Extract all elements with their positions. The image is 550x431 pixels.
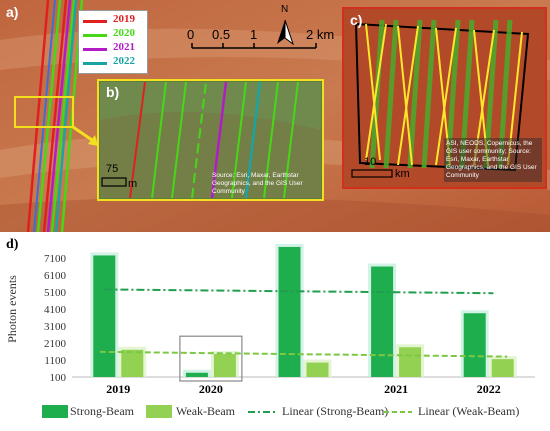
y-tick-label: 7100 (44, 253, 67, 265)
trend-line-weak (99, 350, 508, 358)
satellite-map (0, 0, 550, 232)
bar-weak (306, 362, 329, 377)
scale-tick-1: 0.5 (212, 27, 231, 42)
credit-c: ASI, NEODS, Copernicus, the GIS user com… (446, 140, 537, 179)
inset-c (342, 7, 547, 189)
y-tick-label: 1100 (44, 355, 66, 367)
panel-label-a: a) (6, 4, 19, 20)
map-legend-item: 2019 (83, 13, 145, 27)
zoom-box (14, 96, 74, 128)
y-tick-label: 6100 (44, 270, 67, 282)
scale-tick-3: 2 km (306, 27, 335, 42)
y-tick-label: 100 (50, 372, 67, 384)
map-legend-item: 2021 (83, 41, 145, 55)
scale-b-value: 75 (106, 163, 119, 175)
bar-weak (491, 359, 514, 377)
y-tick-label: 4100 (44, 304, 67, 316)
north-label: N (281, 4, 289, 15)
y-tick-label: 2100 (44, 338, 67, 350)
y-tick-label: 5100 (44, 287, 67, 299)
photon-events-chart: Photon events 100 1100 2100 3100 4100 5100 6100… (5, 243, 535, 396)
x-tick-label: 2019 (106, 382, 130, 396)
bar-strong (371, 266, 394, 377)
ground-tracks (26, 0, 84, 232)
map-legend: 2019 2020 2021 2022 (78, 10, 148, 74)
scale-tick-2: 1 (250, 27, 258, 42)
panel-label-c: c) (350, 12, 363, 28)
panel-label-b: b) (106, 84, 120, 100)
x-tick-label: 2022 (477, 382, 501, 396)
scale-bar (191, 43, 317, 49)
scale-tick-0: 0 (187, 27, 195, 42)
map-legend-item: 2022 (83, 55, 145, 69)
highlight-box (179, 335, 243, 382)
x-tick-label: 2021 (384, 382, 408, 396)
y-axis-label: Photon events (5, 275, 19, 343)
bar-strong (185, 372, 208, 377)
scale-c-unit: km (395, 168, 410, 180)
bar-weak (121, 349, 144, 377)
bar-weak (213, 354, 236, 377)
panel-label-d: d) (6, 237, 19, 252)
scale-c-value: 10 (364, 156, 377, 168)
scale-b-unit: m (128, 178, 138, 190)
bar-strong (278, 246, 301, 377)
credit-b: Source: Esri, Maxar, Earthstar Geographi… (212, 172, 303, 195)
x-tick-label: 2020 (199, 382, 223, 396)
north-arrow-icon (277, 19, 294, 46)
chart-panel: Photon events 100 1100 2100 3100 4100 5100 6100… (0, 233, 550, 431)
bar-weak (399, 347, 422, 377)
trend-line-strong (104, 288, 494, 295)
bar-strong (93, 255, 116, 377)
chart-legend: Strong-Beam Weak-Beam Linear (Strong-Bea… (6, 402, 546, 422)
y-tick-label: 3100 (44, 321, 67, 333)
map-legend-item: 2020 (83, 27, 145, 41)
map-panel: a) b) c) 2019 2020 2021 2022 0 0.5 1 2 k… (0, 0, 550, 232)
bar-strong (463, 313, 486, 377)
inset-b (97, 79, 324, 201)
